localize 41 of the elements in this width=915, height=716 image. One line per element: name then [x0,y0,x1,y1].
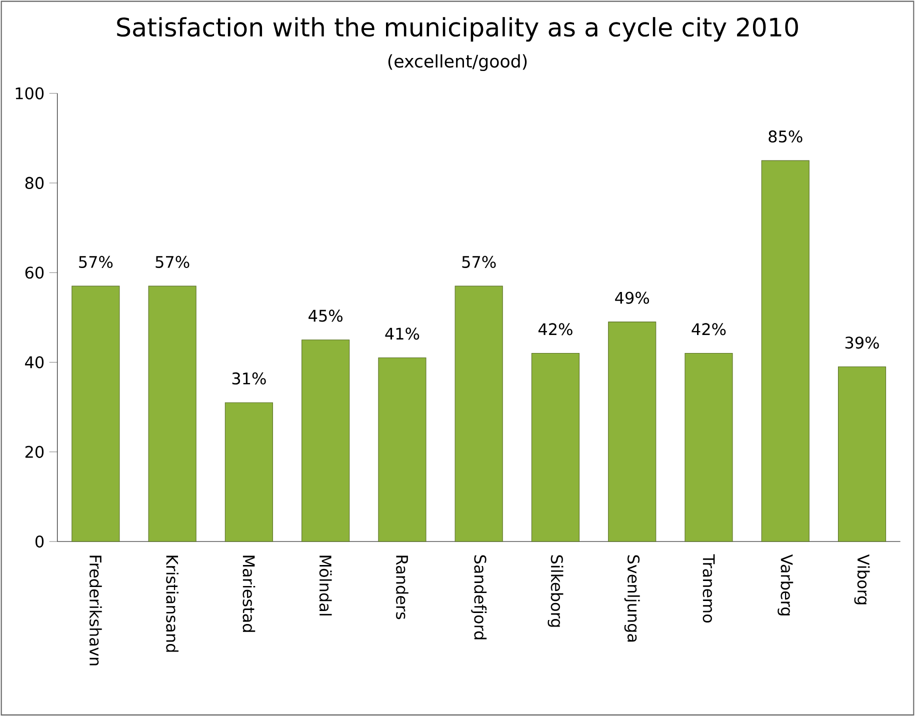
bar [684,352,733,542]
bar [148,286,196,542]
chart-subtitle: (excellent/good) [388,54,527,71]
data-label: 57% [156,256,190,268]
x-tick-label: Mölndal [319,556,332,616]
data-label: 42% [692,323,726,336]
y-tick-label: 20 [25,446,44,458]
bar [838,366,886,542]
x-tick-label: Svenljunga [624,555,640,642]
data-label: 41% [385,327,420,340]
x-tick-label: Tranemo [702,554,715,622]
x-tick-label: Viborg [854,554,870,604]
y-tick-label: 40 [25,356,44,368]
y-tick-label: 100 [16,87,44,100]
x-tick-label: Mariestad [242,556,256,632]
data-label: 31% [232,372,266,384]
bar [608,322,656,542]
x-tick-label: Randers [396,556,408,619]
data-label: 57% [462,256,496,268]
bar [761,160,810,542]
x-tick-label: Frederikshavn [89,556,102,666]
y-tick-label: 0 [36,535,44,548]
bar [454,286,503,542]
data-label: 45% [308,310,342,322]
chart-title: Satisfaction with the municipality as a cycle city 2010 [117,16,798,42]
y-tick-label: 60 [25,266,44,279]
data-label: 57% [79,256,113,268]
x-tick-label: Sandefjord [471,555,487,640]
bar [531,352,580,542]
data-label: 42% [538,323,572,336]
x-tick-label: Silkeborg [548,555,564,627]
data-label: 85% [768,130,802,142]
y-tick-label: 80 [25,176,44,189]
bar [302,339,350,542]
data-label: 49% [615,292,650,304]
bar [224,402,273,542]
bar [378,357,426,542]
data-label: 39% [845,336,879,349]
x-tick-label: Varberg [778,554,794,616]
x-tick-label: Kristiansand [166,556,178,652]
bar [72,286,120,542]
